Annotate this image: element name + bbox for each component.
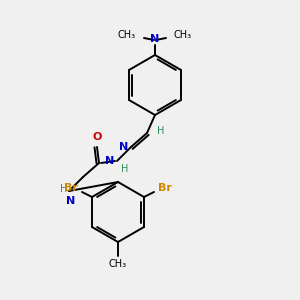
Text: O: O: [92, 132, 102, 142]
Text: N: N: [105, 156, 114, 166]
Text: CH₃: CH₃: [109, 259, 127, 269]
Text: H: H: [157, 126, 164, 136]
Text: CH₃: CH₃: [174, 30, 192, 40]
Text: Br: Br: [158, 183, 172, 193]
Text: N: N: [119, 142, 128, 152]
Text: H: H: [60, 184, 67, 194]
Text: N: N: [150, 34, 160, 44]
Text: Br: Br: [64, 183, 78, 193]
Text: N: N: [66, 196, 76, 206]
Text: H: H: [121, 164, 128, 174]
Text: CH₃: CH₃: [118, 30, 136, 40]
